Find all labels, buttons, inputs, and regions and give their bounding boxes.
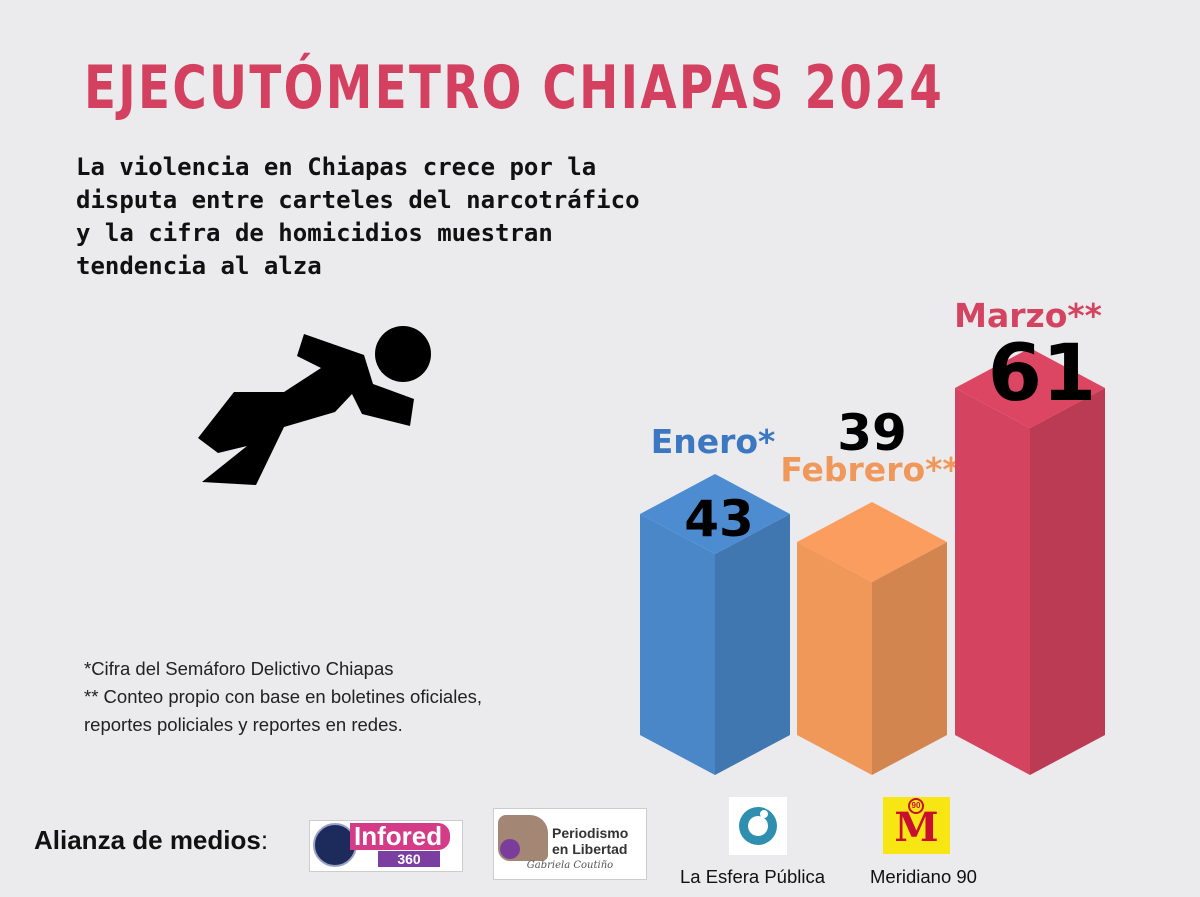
footnote: ** Conteo propio con base en boletines o… <box>84 686 483 707</box>
subtitle-line: y la cifra de homicidios muestran <box>76 219 553 247</box>
bar-right-face <box>715 514 790 775</box>
bar-left-face <box>640 514 715 775</box>
esfera-dot-icon <box>760 810 768 818</box>
infored-logo-name: Infored <box>350 823 451 850</box>
bar-value-label: 43 <box>684 490 754 548</box>
bar-category-label: Febrero** <box>780 450 959 489</box>
meridiano-logo-badge: 90 <box>908 798 924 814</box>
infored-logo-suffix: 360 <box>378 851 440 867</box>
periodismo-en-libertad-logo: Periodismo en Libertad Gabriela Coutiño <box>493 808 647 880</box>
periodismo-logo-text: Periodismo en Libertad <box>552 825 628 857</box>
footnote: *Cifra del Semáforo Delictivo Chiapas <box>84 658 394 679</box>
periodismo-logo-signature: Gabriela Coutiño <box>526 860 614 871</box>
bar-right-face <box>1030 388 1105 775</box>
alliance-label-colon: : <box>260 825 269 855</box>
bar-value-label: 61 <box>988 329 1097 419</box>
subtitle-line: tendencia al alza <box>76 252 322 280</box>
meridiano-90-logo: 90 M <box>883 797 950 854</box>
bar-top-face <box>640 474 790 554</box>
flower-icon <box>500 839 520 859</box>
subtitle-line: La violencia en Chiapas crece por la <box>76 153 597 181</box>
alliance-label: Alianza de medios: <box>34 825 268 856</box>
infored-logo: Infored 360 <box>309 820 463 872</box>
bar-left-face <box>955 388 1030 775</box>
bar-category-label: Marzo** <box>954 296 1102 335</box>
esfera-inner-icon <box>748 816 768 836</box>
bar-value-label: 39 <box>837 404 907 462</box>
bar-top-face <box>797 502 947 582</box>
bar-category-label: Enero* <box>651 422 776 461</box>
bar-top-face <box>955 348 1105 428</box>
falling-person-icon <box>198 326 431 485</box>
la-esfera-publica-logo <box>729 797 787 855</box>
footnote: reportes policiales y reportes en redes. <box>84 714 403 735</box>
periodismo-logo-line: en Libertad <box>552 841 628 857</box>
meridiano-caption: Meridiano 90 <box>870 866 977 887</box>
alliance-label-text: Alianza de medios <box>34 825 261 855</box>
bar-left-face <box>797 542 872 775</box>
bar-right-face <box>872 542 947 775</box>
esfera-caption: La Esfera Pública <box>680 866 826 887</box>
footnotes: *Cifra del Semáforo Delictivo Chiapas **… <box>84 655 482 739</box>
subtitle: La violencia en Chiapas crece por la dis… <box>76 151 640 283</box>
page-title: EJECUTÓMETRO CHIAPAS 2024 <box>84 53 945 123</box>
periodismo-logo-line: Periodismo <box>552 825 629 841</box>
meridiano-logo-letter: M <box>894 804 939 851</box>
subtitle-line: disputa entre carteles del narcotráfico <box>76 186 640 214</box>
